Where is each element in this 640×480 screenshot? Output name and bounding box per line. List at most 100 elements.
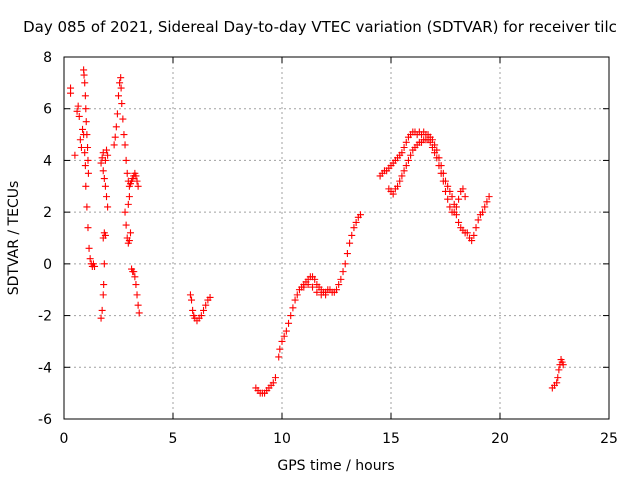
- data-point: [135, 309, 143, 317]
- data-point: [101, 231, 109, 239]
- data-point: [442, 187, 449, 195]
- data-point: [313, 288, 321, 296]
- data-point: [84, 224, 92, 232]
- data-point: [337, 275, 345, 283]
- data-point: [80, 71, 88, 79]
- data-point: [119, 115, 127, 123]
- data-point: [400, 167, 408, 175]
- data-point: [269, 379, 277, 387]
- x-tick-label: 20: [491, 431, 509, 447]
- data-point: [446, 203, 454, 211]
- data-point: [293, 291, 301, 299]
- data-point: [463, 229, 471, 237]
- data-point: [402, 162, 410, 170]
- data-point: [134, 301, 142, 309]
- data-point: [84, 144, 92, 151]
- data-point: [134, 182, 142, 190]
- data-point: [186, 291, 194, 299]
- data-point: [352, 218, 360, 226]
- data-point: [433, 154, 441, 162]
- data-point: [276, 345, 284, 353]
- data-point: [124, 200, 132, 208]
- data-point: [450, 208, 458, 216]
- data-point: [481, 203, 489, 211]
- data-point: [110, 141, 118, 149]
- data-point: [461, 193, 469, 201]
- data-point: [133, 177, 141, 185]
- data-point: [97, 314, 105, 322]
- data-point: [485, 193, 493, 201]
- data-point: [67, 89, 75, 97]
- data-point: [116, 79, 124, 87]
- data-point: [275, 353, 283, 361]
- data-point: [206, 293, 214, 301]
- data-point: [75, 112, 83, 120]
- data-point: [394, 182, 402, 190]
- data-point: [99, 149, 107, 157]
- x-axis-label: GPS time / hours: [277, 458, 394, 474]
- data-point: [356, 211, 364, 219]
- data-point: [125, 193, 133, 201]
- data-point: [311, 275, 319, 283]
- data-point: [389, 190, 397, 198]
- series-track-d: [110, 74, 142, 190]
- data-point: [101, 156, 109, 164]
- chart-title: Day 085 of 2021, Sidereal Day-to-day VTE…: [23, 18, 617, 36]
- data-point: [555, 366, 563, 374]
- data-point: [81, 79, 89, 87]
- data-point: [126, 229, 134, 237]
- data-point: [83, 203, 91, 211]
- data-point: [121, 141, 129, 149]
- data-point: [553, 379, 561, 387]
- data-point: [123, 169, 131, 177]
- data-points: [67, 66, 567, 397]
- data-point: [300, 283, 308, 291]
- data-point: [84, 169, 92, 177]
- data-point: [407, 151, 415, 159]
- data-point: [398, 149, 406, 157]
- y-tick-label: 0: [43, 257, 52, 273]
- data-point: [271, 374, 279, 382]
- data-point: [468, 237, 476, 245]
- y-tick-label: -6: [38, 412, 52, 428]
- data-point: [81, 149, 89, 157]
- y-tick-label: 6: [43, 102, 52, 118]
- series-track-f: [186, 291, 214, 325]
- data-point: [84, 156, 92, 164]
- data-point: [113, 110, 121, 118]
- x-tick-label: 5: [169, 431, 178, 447]
- y-axis-label: SDTVAR / TECUs: [6, 181, 22, 296]
- data-point: [76, 136, 84, 144]
- data-point: [426, 138, 434, 146]
- series-track-k: [548, 356, 567, 392]
- data-point: [439, 177, 447, 185]
- data-point: [82, 105, 90, 113]
- series-track-a: [67, 84, 99, 270]
- data-point: [133, 291, 141, 299]
- data-point: [398, 172, 406, 180]
- data-point: [86, 255, 94, 263]
- data-point: [304, 281, 312, 289]
- data-point: [448, 193, 456, 201]
- data-point: [81, 162, 89, 170]
- data-point: [459, 185, 467, 193]
- data-point: [99, 291, 107, 299]
- data-point: [132, 172, 140, 180]
- y-tick-label: 8: [43, 50, 52, 66]
- series-track-c: [97, 146, 112, 322]
- data-point: [131, 273, 139, 281]
- series-track-h2: [300, 281, 330, 299]
- data-point: [100, 260, 108, 268]
- y-tick-label: -2: [38, 309, 52, 325]
- data-point: [200, 306, 208, 314]
- data-point: [322, 291, 330, 299]
- data-point: [111, 133, 119, 141]
- data-point: [333, 286, 340, 294]
- data-point: [435, 162, 443, 170]
- series-track-g: [252, 374, 279, 397]
- data-point: [91, 262, 99, 270]
- data-point: [83, 131, 91, 139]
- data-point: [470, 231, 478, 239]
- data-point: [474, 216, 482, 224]
- x-tick-label: 0: [60, 431, 69, 447]
